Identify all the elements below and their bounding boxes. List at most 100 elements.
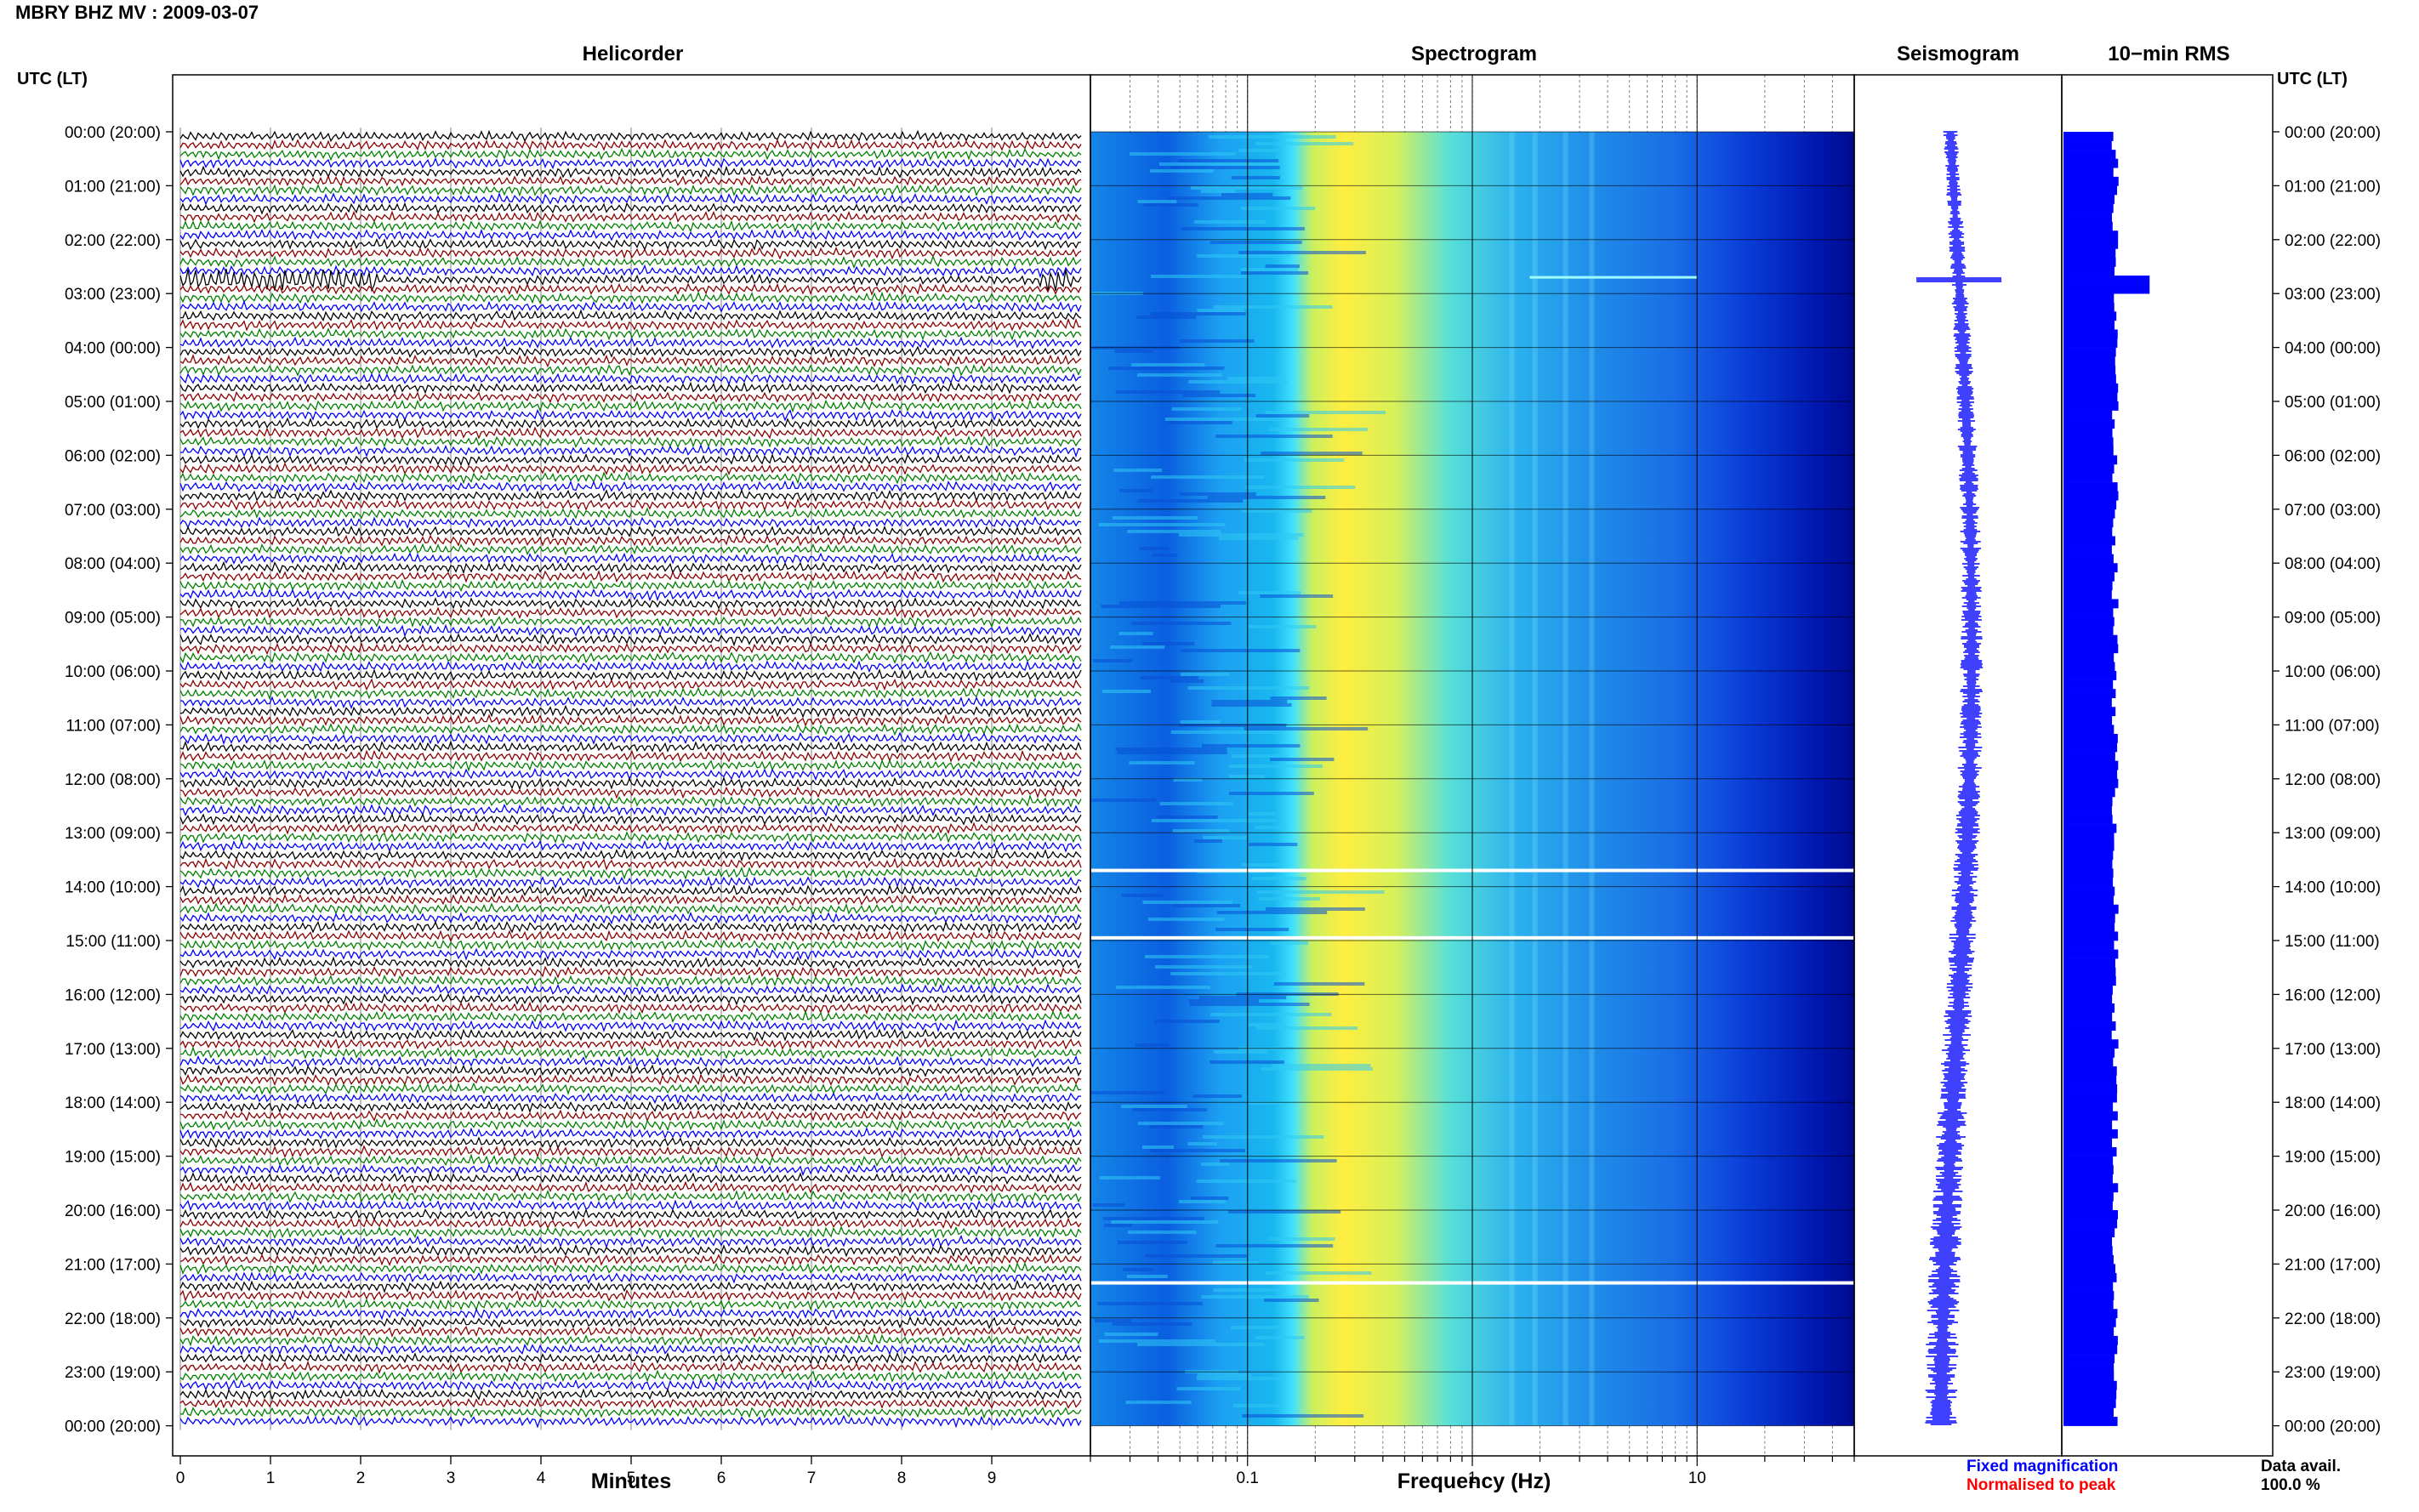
rms-bar	[2063, 1003, 2115, 1013]
rms-bar	[2063, 707, 2116, 717]
rms-bar	[2063, 634, 2118, 645]
spectrogram-texture	[1168, 421, 1232, 424]
spectrogram-texture	[1256, 890, 1385, 894]
hour-label-right: 13:00 (09:00)	[2285, 825, 2381, 843]
spectrogram-texture	[1149, 169, 1215, 173]
spectrogram-texture	[1173, 778, 1203, 782]
rms-bar	[2063, 589, 2112, 600]
helicorder-trace	[179, 623, 1082, 638]
rms-bar	[2063, 1075, 2117, 1085]
helicorder-trace	[179, 713, 1082, 728]
spectrogram-texture	[1113, 469, 1163, 472]
spectrogram-texture	[1170, 972, 1288, 975]
helicorder-trace	[179, 506, 1082, 520]
spectrogram-texture	[1265, 907, 1365, 911]
rms-bar	[2063, 679, 2114, 690]
hour-label-left: 16:00 (12:00)	[65, 986, 161, 1004]
spectrogram-texture	[1129, 761, 1195, 765]
rms-bar	[2063, 500, 2117, 510]
frequency-tick-label: 0.1	[1237, 1469, 1259, 1487]
helicorder-trace	[179, 831, 1082, 844]
rms-bar	[2063, 419, 2115, 429]
spectrogram-texture	[1178, 533, 1304, 537]
helicorder-trace	[179, 704, 1082, 719]
spectrogram-texture	[1092, 659, 1133, 662]
helicorder-trace	[179, 525, 1082, 539]
helicorder-trace	[179, 731, 1082, 746]
spectrogram-title: Spectrogram	[1410, 43, 1538, 65]
minute-tick-label: 1	[266, 1469, 276, 1487]
helicorder-trace	[179, 309, 1082, 323]
rms-bar	[2063, 752, 2115, 761]
rms-bar	[2063, 967, 2116, 977]
hour-label-left: 19:00 (15:00)	[65, 1149, 161, 1167]
hour-label-left: 14:00 (10:00)	[65, 879, 161, 897]
helicorder-trace	[179, 1100, 1082, 1114]
helicorder-trace	[179, 139, 1082, 152]
helicorder-trace	[179, 1369, 1082, 1384]
rms-bar	[2063, 796, 2113, 806]
helicorder-trace	[179, 894, 1082, 907]
spectrogram-texture	[1178, 1200, 1227, 1203]
rms-bar	[2063, 833, 2114, 843]
rms-bar	[2063, 941, 2114, 950]
spectrogram-texture	[1157, 816, 1218, 819]
frequency-tick-label: 1	[1468, 1469, 1477, 1487]
rms-bar	[2063, 886, 2115, 896]
spectrogram-texture	[1135, 1043, 1170, 1047]
helicorder-trace	[179, 965, 1082, 979]
helicorder-trace	[179, 597, 1082, 610]
legend-fixed-magnification: Fixed magnification	[1967, 1458, 2119, 1475]
spectrogram-texture	[1200, 190, 1236, 193]
helicorder-trace	[179, 938, 1082, 952]
spectrogram-texture	[1272, 1064, 1371, 1067]
spectrogram-texture	[1264, 1299, 1319, 1302]
rms-bar	[2063, 311, 2117, 321]
data-avail-value: 100.0 %	[2261, 1476, 2320, 1494]
spectrogram-texture	[1111, 1220, 1219, 1224]
spectrogram-texture	[1270, 696, 1327, 700]
spectrogram-texture	[1196, 1179, 1296, 1183]
spectrogram-texture	[1227, 377, 1284, 380]
spectrogram-texture	[1117, 1241, 1187, 1244]
helicorder-trace	[179, 147, 1082, 162]
hour-label-right: 10:00 (06:00)	[2285, 663, 2381, 681]
spectrogram-texture	[1101, 605, 1221, 608]
rms-bar	[2063, 509, 2115, 519]
helicorder-trace	[179, 443, 1082, 458]
spectrogram-texture	[1151, 475, 1265, 479]
rms-bar	[2063, 922, 2115, 932]
rms-bar	[2063, 1228, 2115, 1237]
rms-bar	[2063, 1335, 2118, 1345]
helicorder-trace	[179, 1082, 1082, 1095]
rms-bar	[2063, 1066, 2117, 1076]
spectrogram-texture	[1172, 904, 1241, 907]
spectrogram-texture	[1181, 227, 1305, 230]
rms-bar	[2063, 841, 2114, 851]
rms-bar	[2063, 536, 2115, 546]
spectrogram-texture	[1254, 826, 1288, 829]
helicorder-trace	[179, 219, 1082, 233]
rms-bar	[2063, 1362, 2114, 1373]
helicorder-trace	[179, 1243, 1082, 1258]
spectrogram-texture	[1143, 203, 1198, 207]
hour-label-left: 01:00 (21:00)	[65, 178, 161, 196]
spectrogram-texture	[1240, 268, 1299, 271]
spectrogram-texture	[1247, 1023, 1285, 1026]
frequency-tick-label: 10	[1688, 1469, 1706, 1487]
minute-tick-label: 4	[537, 1469, 546, 1487]
helicorder-trace	[179, 740, 1082, 753]
spectrogram-texture	[1154, 965, 1252, 969]
helicorder-trace	[179, 1360, 1082, 1375]
spectrogram-texture	[1150, 275, 1249, 278]
spectrogram-texture	[1114, 350, 1153, 353]
helicorder-trace	[179, 291, 1082, 304]
spectrogram-texture	[1176, 1387, 1241, 1390]
rms-bar	[2063, 491, 2119, 501]
helicorder-trace	[179, 1396, 1082, 1410]
spectrogram-texture	[1216, 911, 1328, 914]
helicorder-trace	[179, 660, 1082, 674]
hour-label-right: 18:00 (14:00)	[2285, 1094, 2381, 1112]
spectrogram-texture	[1170, 166, 1280, 169]
